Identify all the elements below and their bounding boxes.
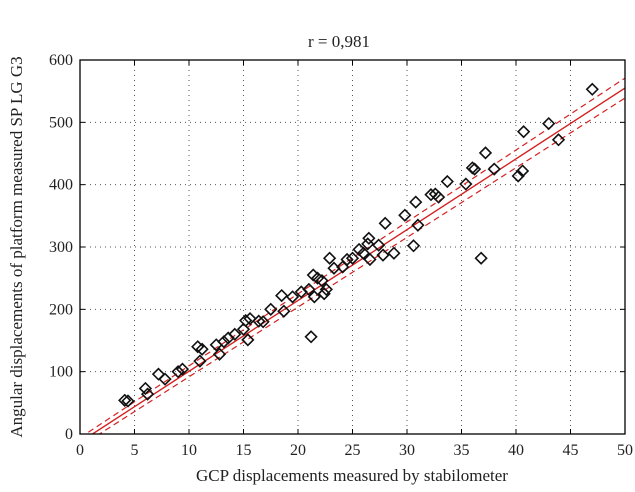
data-point [243,312,257,326]
data-point [217,335,231,349]
data-point [118,393,132,407]
data-point [252,314,266,328]
data-point [171,365,185,379]
data-point [516,125,531,139]
data-point [440,174,454,189]
y-tick-label: 0 [65,426,73,443]
data-point [307,290,321,304]
data-point [542,116,556,131]
data-point [378,216,392,230]
x-tick-label: 5 [131,442,139,459]
x-tick-label: 0 [76,442,84,459]
data-point [376,248,390,262]
data-point [363,252,377,267]
data-point [277,304,291,318]
data-point [317,287,331,301]
regression-line [91,87,625,434]
regression-fit-line [91,87,625,434]
data-point [362,231,376,245]
x-axis-ticks: 0 5 10 15 20 25 30 35 40 45 50 [76,60,633,459]
chart-title: r = 0,981 [308,32,370,51]
data-point [256,315,270,329]
data-point [345,251,360,265]
y-tick-label: 200 [49,301,73,318]
data-point [275,288,289,303]
confidence-line-upper [84,77,625,434]
data-point [478,146,493,160]
y-axis-ticks: 0 100 200 300 400 500 600 [49,52,625,443]
data-point [467,162,482,176]
y-tick-label: 300 [49,239,73,256]
data-point [487,162,501,176]
x-tick-label: 30 [399,442,415,459]
data-point [372,238,386,252]
data-point [121,394,135,408]
data-point [151,367,166,381]
data-point [356,246,371,260]
x-tick-label: 10 [181,442,197,459]
data-point [315,274,329,288]
data-point [406,239,421,253]
x-tick-label: 35 [454,442,470,459]
data-point [431,190,446,204]
data-point [140,387,155,401]
data-point [239,313,253,328]
data-point [409,195,423,209]
data-point [241,333,255,347]
data-point [285,290,300,304]
data-point [264,302,278,316]
x-axis-label: GCP displacements measured by stabilomet… [196,466,508,485]
data-point [195,342,209,356]
x-tick-label: 50 [617,442,633,459]
data-point [138,381,153,396]
data-point [411,218,425,232]
data-point [424,188,438,202]
data-point [459,177,473,191]
x-tick-label: 45 [563,442,579,459]
data-point [304,330,318,344]
data-point [511,169,525,183]
x-tick-label: 25 [345,442,361,459]
y-tick-label: 400 [49,177,73,194]
data-point [585,82,599,96]
y-tick-label: 100 [49,364,73,381]
data-points [118,82,599,408]
grid-lines [80,60,625,434]
data-point [515,164,530,178]
data-point [175,362,190,376]
y-tick-label: 600 [49,52,73,69]
y-axis-label: Angular displacements of platform measur… [7,56,26,437]
data-point [551,133,566,147]
data-point [319,282,333,297]
x-tick-label: 40 [508,442,524,459]
confidence-line-lower [98,97,625,434]
confidence-band [84,77,625,434]
data-point [193,354,207,368]
data-point [302,282,316,297]
x-tick-label: 20 [290,442,306,459]
data-point [228,327,242,341]
data-point [474,251,488,265]
data-point [212,347,227,361]
data-point [158,372,172,386]
data-point [340,252,354,267]
data-point [387,246,401,260]
x-tick-label: 15 [236,442,252,459]
data-point [236,322,251,336]
data-point [398,208,412,222]
y-tick-label: 500 [49,114,73,131]
data-point [322,251,337,265]
